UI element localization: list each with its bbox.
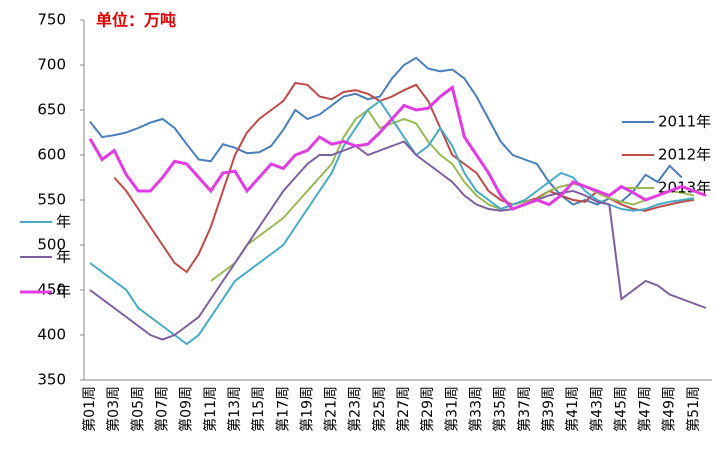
x-tick-label: 第17周 [274,386,291,432]
series-line [89,56,683,206]
legend-label: 年 [56,213,71,231]
x-tick-label: 第13周 [226,386,243,432]
x-tick-label: 第49周 [661,386,678,432]
x-tick-label: 第37周 [516,386,533,432]
x-tick-label: 第25周 [371,386,388,432]
legend-label: 年 [56,248,71,266]
x-tick-label: 第45周 [612,386,629,432]
x-tick-label: 第47周 [637,386,654,432]
x-tick-label: 第03周 [105,386,122,432]
x-tick-label: 第51周 [685,386,702,432]
y-tick-label: 400 [37,326,66,344]
x-tick-label: 第05周 [129,386,146,432]
x-tick-label: 第27周 [395,386,412,432]
x-tick-label: 第29周 [419,386,436,432]
y-tick-label: 450 [37,281,66,299]
chart-title: 单位：万吨 [96,11,176,30]
x-tick-label: 第43周 [588,386,605,432]
y-tick-label: 350 [37,371,66,389]
y-tick-label: 650 [37,101,66,119]
series-line [113,81,695,274]
x-tick-label: 第19周 [298,386,315,432]
legend-label: 2012年 [658,146,711,164]
legend-label: 2011年 [658,113,711,131]
y-tick-label: 600 [37,146,66,164]
legend-label: 年 [56,283,71,301]
x-tick-label: 第07周 [154,386,171,432]
x-tick-label: 第01周 [81,386,98,432]
y-tick-label: 500 [37,236,66,254]
x-tick-label: 第39周 [540,386,557,432]
y-tick-label: 700 [37,56,66,74]
x-tick-label: 第41周 [564,386,581,432]
x-tick-label: 第15周 [250,386,267,432]
y-tick-label: 550 [37,191,66,209]
x-tick-label: 第35周 [492,386,509,432]
series-line [88,84,707,211]
x-tick-label: 第21周 [323,386,340,432]
x-tick-label: 第33周 [468,386,485,432]
x-tick-label: 第31周 [443,386,460,432]
x-tick-label: 第11周 [202,386,219,432]
y-tick-label: 750 [37,11,66,29]
series-line [89,140,707,341]
x-tick-label: 第09周 [178,386,195,432]
x-tick-label: 第23周 [347,386,364,432]
series-line [210,108,695,282]
